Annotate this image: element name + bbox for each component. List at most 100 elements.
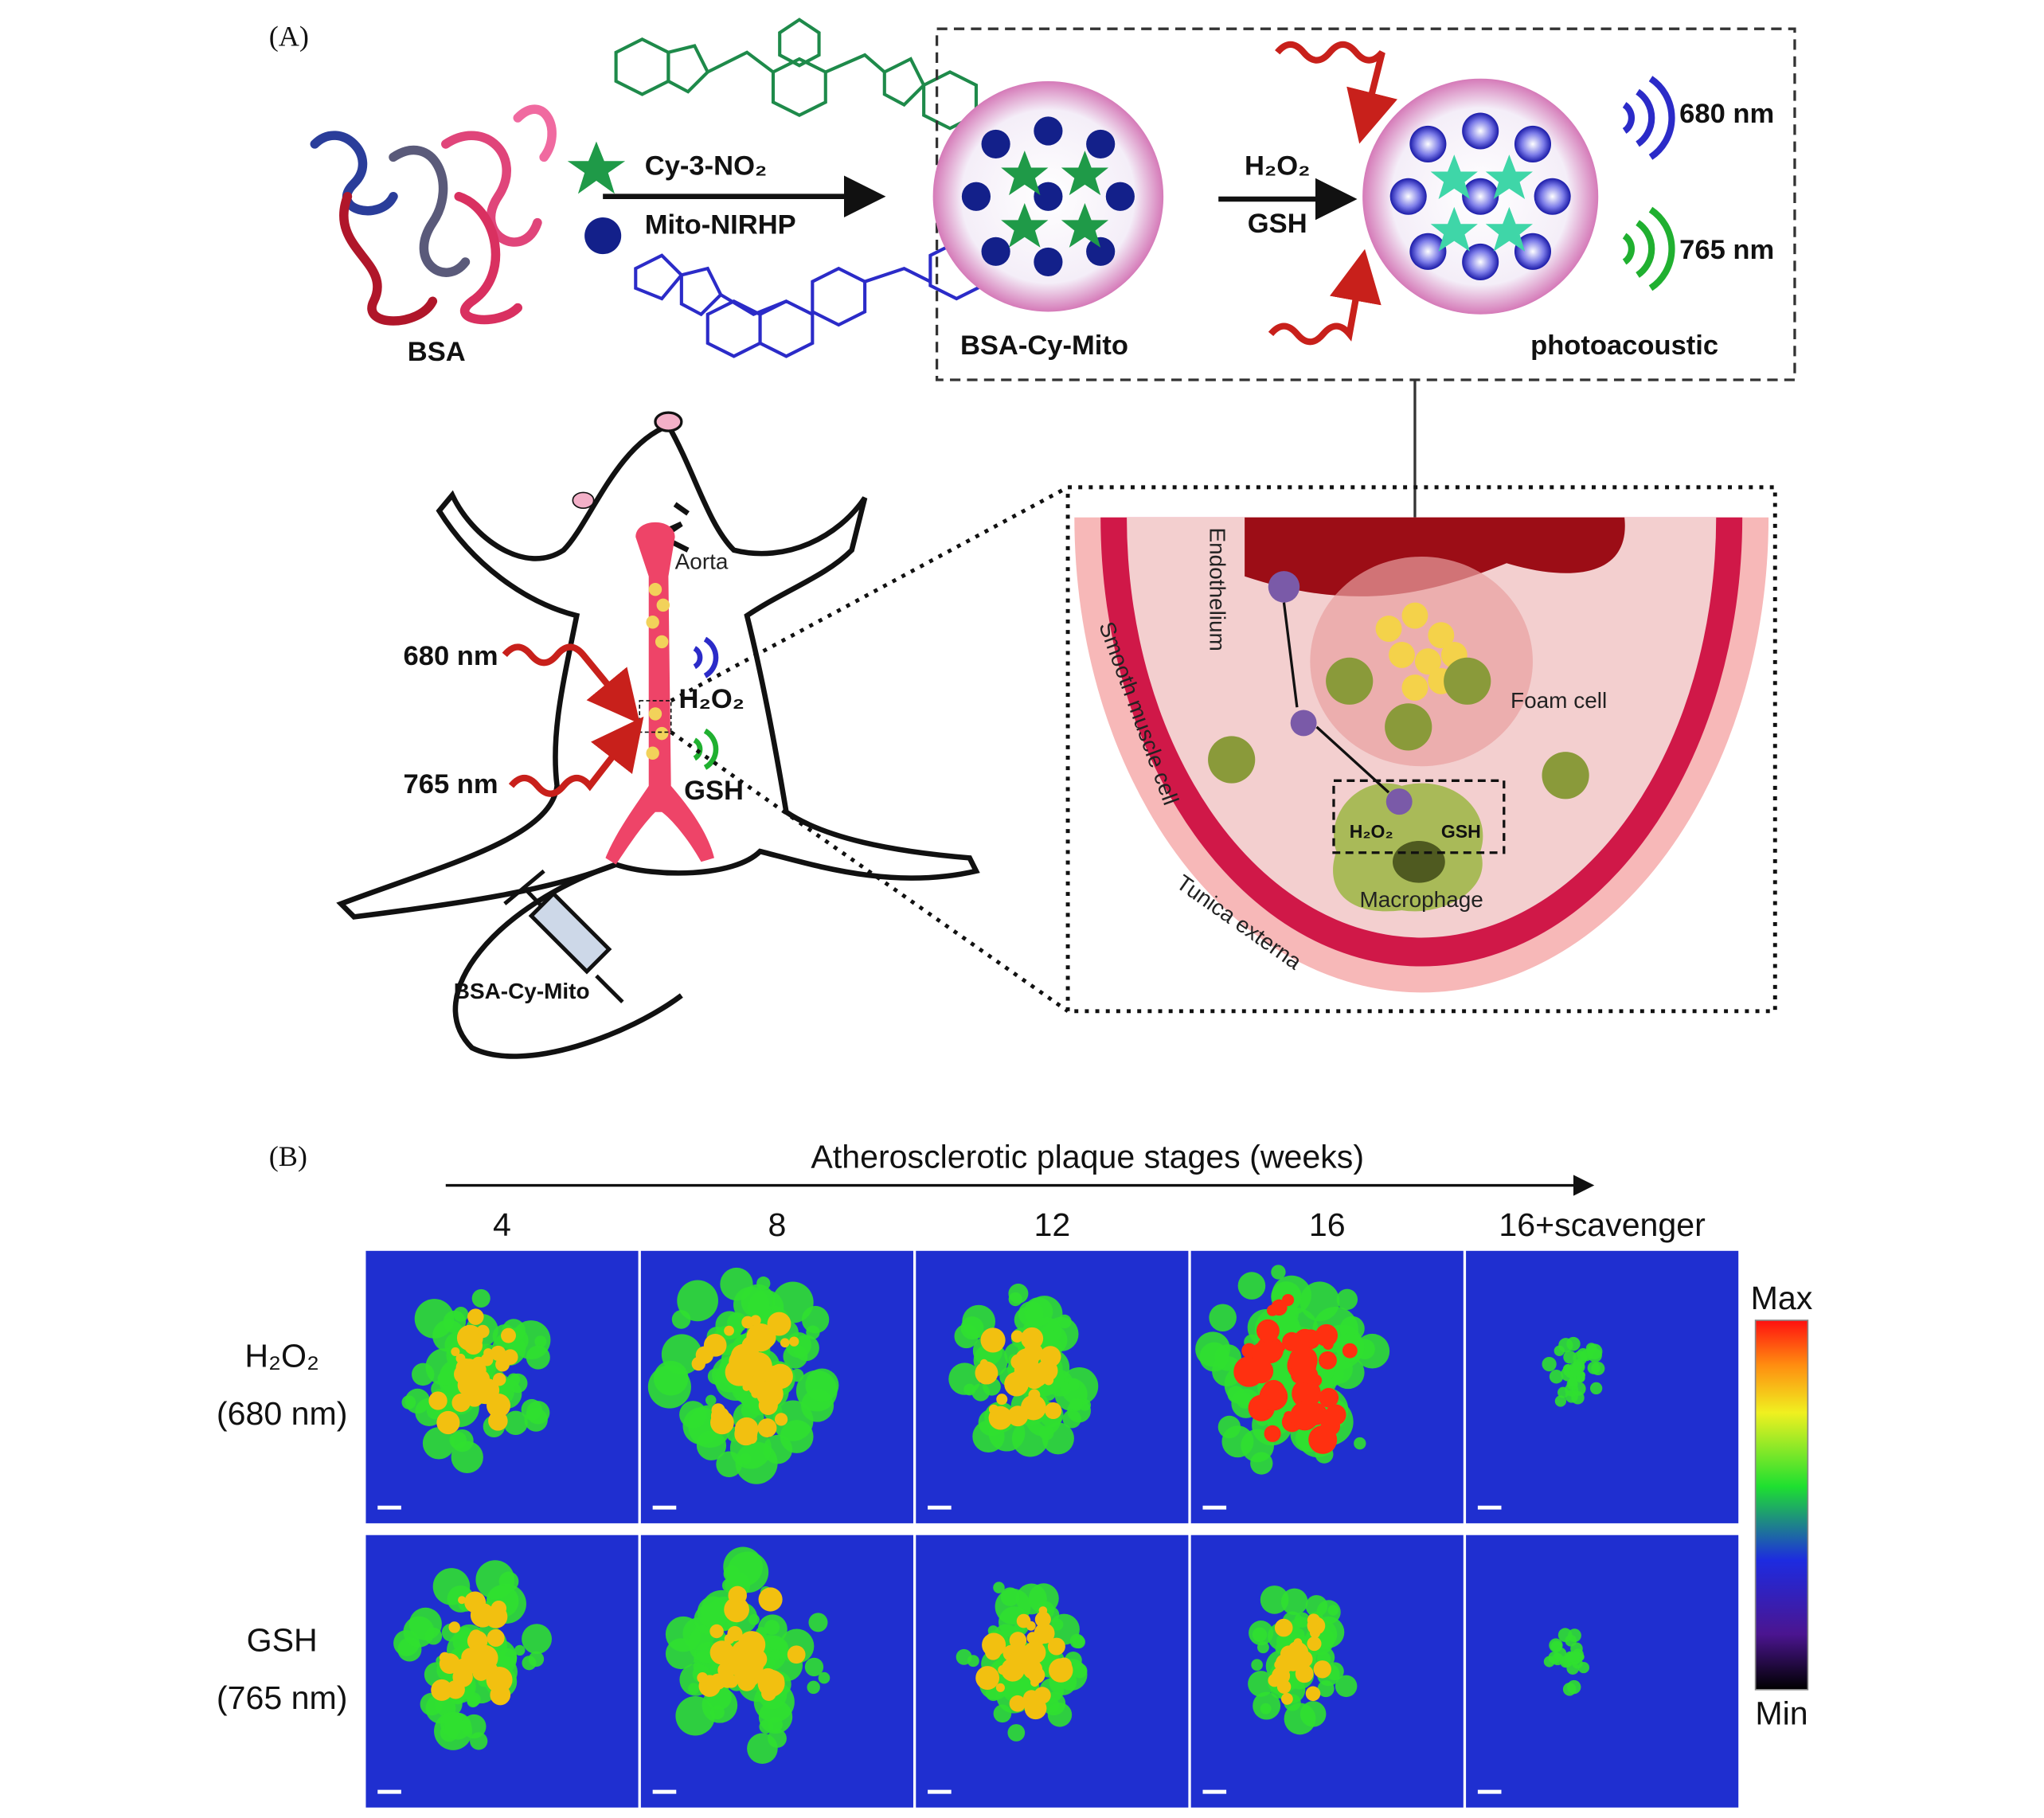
image-background (1466, 1535, 1739, 1808)
signal-core (1290, 1401, 1319, 1431)
analyte-1: H₂O₂ (679, 684, 745, 714)
signal-core (787, 1645, 806, 1664)
signal-blob (1570, 1642, 1583, 1655)
zoom-box (639, 700, 672, 733)
signal-core (1010, 1330, 1024, 1343)
column-label: 16+scavenger (1499, 1206, 1705, 1243)
signal-core (724, 1325, 734, 1336)
signal-core (428, 1391, 447, 1410)
signal-core (758, 1587, 783, 1612)
pa-image (365, 1250, 639, 1523)
signal-blob (1554, 1395, 1567, 1407)
signal-core (487, 1663, 498, 1674)
pa-image (1466, 1535, 1739, 1808)
pa-image (916, 1250, 1189, 1523)
signal-core (717, 1662, 733, 1678)
signal-core (461, 1378, 479, 1397)
signal-core (1007, 1406, 1029, 1427)
signal-blob (804, 1657, 824, 1677)
signal-core (1307, 1613, 1320, 1627)
row-wavelength: (765 nm) (217, 1679, 348, 1716)
signal-blob (818, 1671, 830, 1684)
syringe (503, 869, 624, 1004)
signal-blob (677, 1280, 719, 1322)
signal-core (1307, 1636, 1322, 1652)
signal-core (467, 1308, 484, 1325)
injection-label: BSA-Cy-Mito (454, 979, 590, 1003)
signal-blob (1251, 1659, 1263, 1671)
signal-blob (522, 1656, 537, 1671)
bsa-structure (310, 104, 557, 326)
signal-core (725, 1358, 753, 1386)
signal-2: 765 nm (1679, 235, 1774, 265)
signal-blob (1335, 1675, 1358, 1698)
signal-core (451, 1347, 460, 1356)
signal-blob (764, 1620, 780, 1636)
signal-blob (1248, 1671, 1274, 1697)
readout-label: photoacoustic (1530, 330, 1718, 361)
signal-core (473, 1378, 498, 1405)
signal-blob (1571, 1391, 1585, 1405)
signal-core (709, 1624, 724, 1639)
signal-core (452, 1667, 473, 1687)
mouse-outline (336, 422, 980, 920)
bsa-label: BSA (408, 337, 466, 367)
signal-core (752, 1325, 776, 1349)
signal-blob (948, 1363, 981, 1395)
signal-blob (1299, 1281, 1340, 1322)
signal-blob (715, 1311, 745, 1340)
signal-core (1009, 1695, 1026, 1712)
signal-core (455, 1358, 475, 1378)
signal-blob (471, 1288, 490, 1308)
signal-blob (522, 1624, 553, 1655)
row-analyte: GSH (247, 1621, 318, 1658)
signal-core (1256, 1319, 1280, 1343)
signal-core (750, 1315, 761, 1326)
column-label: 16 (1309, 1206, 1346, 1243)
signal-blob (451, 1441, 483, 1474)
cell-label: Macrophage (1359, 887, 1483, 912)
cy3-structure (614, 18, 978, 131)
signal-core (975, 1666, 1000, 1690)
analyte-label: H₂O₂ (1350, 821, 1393, 842)
zoom-lines (670, 485, 1069, 1013)
analyte-2: GSH (684, 776, 744, 806)
signal-blob (412, 1363, 435, 1386)
signal-blob (1237, 1272, 1266, 1300)
row-analyte: H₂O₂ (244, 1338, 319, 1374)
layer-label: Endothelium (1206, 527, 1230, 651)
signal-core (1568, 1652, 1578, 1662)
signal-blob (1260, 1585, 1289, 1614)
image-background (1466, 1250, 1739, 1523)
signal-core (789, 1336, 799, 1347)
signal-core (988, 1406, 1013, 1430)
pa-image (365, 1535, 639, 1808)
signal-core (1241, 1343, 1257, 1359)
signal-blob (1589, 1382, 1603, 1395)
signal-core (1572, 1361, 1583, 1372)
signal-core (431, 1679, 453, 1701)
signal-core (1030, 1678, 1039, 1687)
signal-blob (1007, 1724, 1026, 1742)
signal-blob (1008, 1283, 1029, 1304)
signal-blob (808, 1613, 828, 1632)
laser-waves (502, 643, 644, 797)
signal-blob (1567, 1679, 1581, 1695)
signal-core (1315, 1323, 1339, 1347)
mito-structure (634, 240, 985, 358)
signal-blob (1221, 1425, 1254, 1458)
nanoprobe-box (935, 27, 1796, 381)
signal-core (467, 1644, 490, 1669)
signal-blob (791, 1368, 804, 1382)
signal-core (728, 1585, 747, 1605)
signal-blob (688, 1683, 700, 1695)
trigger-2: GSH (1248, 209, 1307, 239)
signal-core (715, 1647, 726, 1658)
laser-2: 765 nm (404, 769, 498, 800)
dye-1-label: Cy-3-NO₂ (645, 151, 768, 182)
signal-core (1275, 1342, 1286, 1353)
signal-blob (1550, 1640, 1562, 1652)
axis-title: Atherosclerotic plaque stages (weeks) (811, 1139, 1364, 1175)
signal-blob (1253, 1691, 1281, 1720)
signal-waves (693, 636, 719, 770)
